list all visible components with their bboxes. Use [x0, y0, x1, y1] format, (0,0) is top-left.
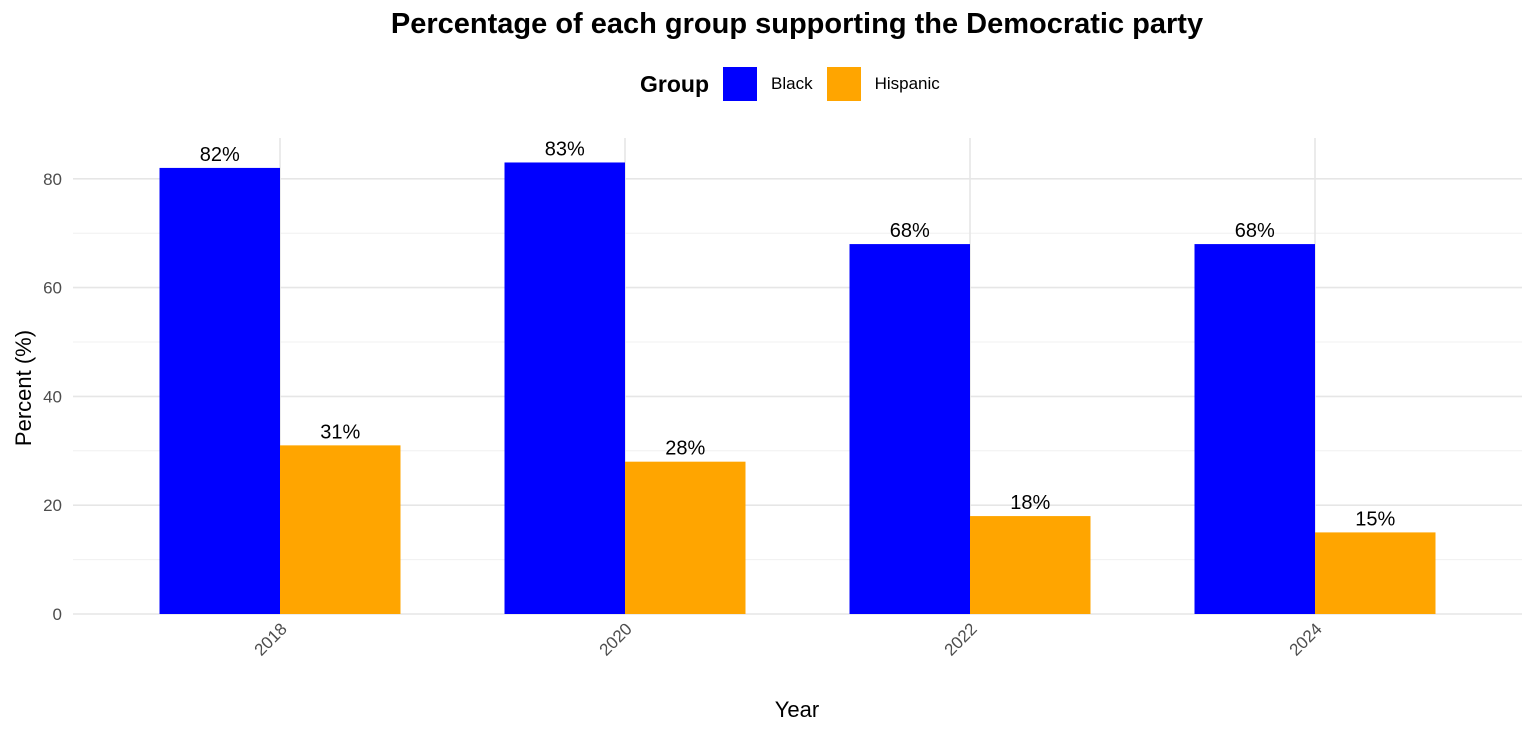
- data-label-hispanic-2018: 31%: [320, 421, 360, 443]
- legend-swatch-black: [723, 67, 757, 101]
- legend-item-hispanic: Hispanic: [826, 67, 940, 101]
- data-label-black-2018: 82%: [200, 144, 240, 166]
- y-axis-ticks: 0 20 40 60 80: [43, 170, 62, 624]
- legend-title: Group: [640, 70, 709, 97]
- y-axis-title: Percent (%): [11, 330, 36, 446]
- x-tick-label: 2022: [941, 619, 981, 659]
- y-tick-label: 20: [43, 496, 62, 515]
- bar-black-2020: [504, 162, 625, 615]
- bar-black-2018: [159, 167, 280, 615]
- bar-hispanic-2022: [970, 516, 1091, 614]
- y-tick-label: 60: [43, 279, 62, 298]
- legend-swatch-hispanic: [826, 67, 861, 101]
- x-tick-label: 2018: [251, 619, 291, 659]
- bar-hispanic-2020: [625, 461, 746, 614]
- legend-label-hispanic: Hispanic: [874, 74, 940, 93]
- bar-black-2024: [1194, 244, 1315, 614]
- legend-item-black: Black: [723, 67, 813, 101]
- x-axis-ticks: 2018 2020 2022 2024: [251, 619, 1326, 659]
- bars: [159, 162, 1436, 615]
- data-label-black-2020: 83%: [545, 138, 585, 160]
- bar-hispanic-2024: [1315, 532, 1436, 614]
- bar-labels: 82% 83% 68% 68% 31% 28% 18% 15%: [200, 138, 1396, 530]
- legend-label-black: Black: [771, 74, 813, 93]
- data-label-hispanic-2022: 18%: [1010, 492, 1050, 514]
- bar-black-2022: [849, 244, 970, 614]
- y-tick-label: 0: [53, 605, 62, 624]
- y-tick-label: 40: [43, 387, 62, 406]
- chart-title: Percentage of each group supporting the …: [390, 8, 1204, 40]
- bar-hispanic-2018: [280, 445, 401, 614]
- data-label-hispanic-2024: 15%: [1355, 508, 1395, 530]
- y-tick-label: 80: [43, 170, 62, 189]
- legend: Group Black Hispanic: [640, 66, 954, 102]
- data-label-hispanic-2020: 28%: [665, 438, 705, 460]
- x-tick-label: 2024: [1286, 619, 1326, 659]
- data-label-black-2024: 68%: [1235, 220, 1275, 242]
- x-tick-label: 2020: [596, 619, 636, 659]
- data-label-black-2022: 68%: [890, 220, 930, 242]
- x-axis-title: Year: [775, 697, 819, 722]
